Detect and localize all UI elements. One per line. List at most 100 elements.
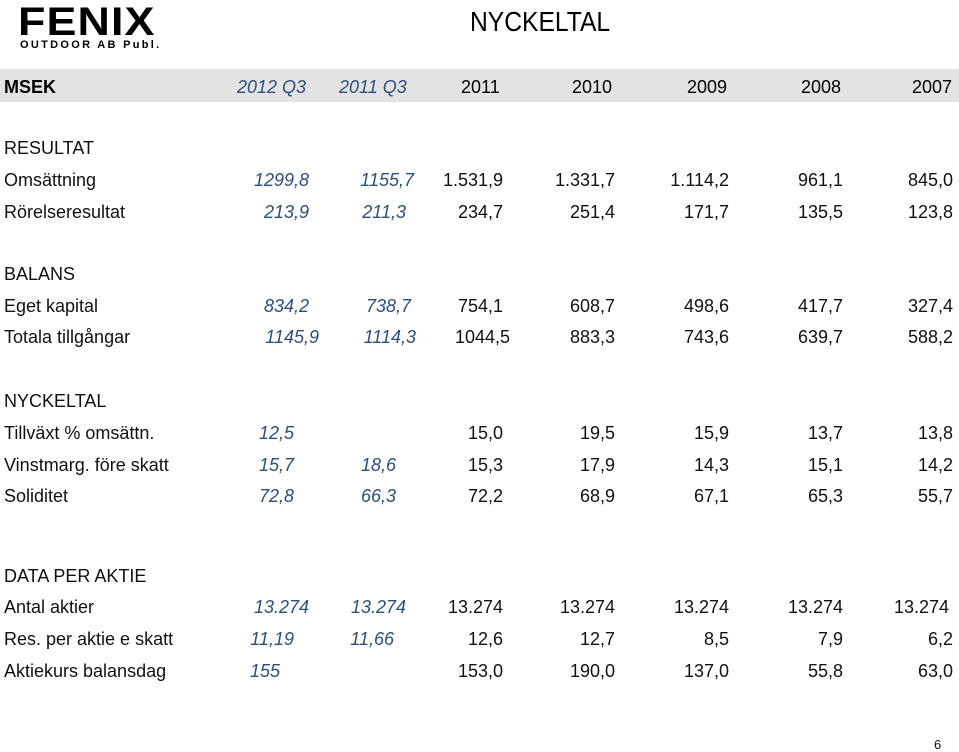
cell-2011: 72,2 [467,486,503,506]
table-row: Totala tillgångar 1145,9 1114,3 1044,5 8… [0,327,959,355]
cell-2007: 6,2 [927,629,953,649]
header-2010: 2010 [572,77,613,97]
table-header: MSEK 2012 Q3 2011 Q3 2011 2010 2009 2008… [0,69,959,102]
cell-2012-q3: 834,2 [263,296,309,316]
cell-2010: 1.331,7 [554,170,615,190]
cell-2008: 15,1 [807,455,843,475]
cell-2009: 498,6 [683,296,729,316]
table-row: Eget kapital 834,2 738,7 754,1 608,7 498… [0,296,959,324]
cell-2010: 68,9 [579,486,615,506]
row-label: Antal aktier [4,597,95,617]
header-2011: 2011 [461,77,500,97]
cell-2010: 12,7 [579,629,615,649]
page-number: 6 [934,737,942,752]
cell-2009: 14,3 [693,455,729,475]
row-label: Soliditet [4,486,69,506]
cell-2008: 639,7 [797,327,843,347]
cell-2010: 13.274 [559,597,615,617]
cell-2011: 13.274 [447,597,503,617]
table-row: Omsättning 1299,8 1155,7 1.531,9 1.331,7… [0,170,959,198]
table-row: Soliditet 72,8 66,3 72,2 68,9 67,1 65,3 … [0,486,959,514]
row-label: Aktiekurs balansdag [4,661,167,681]
cell-2009: 15,9 [693,423,729,443]
fenix-outdoor-logo: FENIX OUTDOOR AB Publ. [18,0,176,54]
cell-2007: 63,0 [917,661,953,681]
cell-2011-q3: 1114,3 [363,327,416,347]
cell-2009: 1.114,2 [670,170,729,190]
cell-2007: 327,4 [907,296,953,316]
cell-2012-q3: 72,8 [258,486,294,506]
cell-2011-q3: 1155,7 [360,170,414,190]
cell-2008: 135,5 [797,202,843,222]
cell-2011: 12,6 [467,629,503,649]
table-row: Tillväxt % omsättn. 12,5 15,0 19,5 15,9 … [0,423,959,451]
cell-2008: 13,7 [807,423,843,443]
row-label: Eget kapital [4,296,99,316]
cell-2009: 137,0 [683,661,729,681]
cell-2012-q3: 1299,8 [253,170,309,190]
cell-2010: 19,5 [579,423,615,443]
table-row: Vinstmarg. före skatt 15,7 18,6 15,3 17,… [0,455,959,483]
cell-2012-q3: 15,7 [258,455,294,475]
header-2011-q3: 2011 Q3 [339,77,407,97]
page-title: NYCKELTAL [470,6,611,37]
cell-2007: 14,2 [917,455,953,475]
header-2007: 2007 [912,77,953,97]
header-2012-q3: 2012 Q3 [237,77,307,97]
logo-subtitle: OUTDOOR AB Publ. [20,39,162,51]
cell-2008: 13.274 [787,597,843,617]
row-label: Totala tillgångar [4,327,131,347]
cell-2012-q3: 13.274 [253,597,309,617]
cell-2009: 67,1 [693,486,729,506]
cell-2011: 153,0 [457,661,503,681]
section-nyckeltal: NYCKELTAL [4,391,107,411]
cell-2011-q3: 211,3 [362,202,406,222]
cell-2010: 190,0 [569,661,615,681]
cell-2009: 171,7 [683,202,729,222]
cell-2011-q3: 66,3 [360,486,396,506]
cell-2008: 961,1 [797,170,843,190]
header-msek: MSEK [4,77,57,97]
cell-2012-q3: 1145,9 [265,327,319,347]
cell-2008: 55,8 [807,661,843,681]
cell-2009: 13.274 [673,597,729,617]
row-label: Omsättning [4,170,97,190]
cell-2007: 588,2 [907,327,953,347]
header-2008: 2008 [801,77,842,97]
cell-2011: 234,7 [457,202,503,222]
cell-2007: 55,7 [917,486,953,506]
cell-2011-q3: 738,7 [365,296,411,316]
table-row: Res. per aktie e skatt 11,19 11,66 12,6 … [0,629,959,657]
section-resultat: RESULTAT [4,138,95,158]
section-data-per-aktie: DATA PER AKTIE [4,566,147,586]
cell-2012-q3: 11,19 [250,629,294,649]
cell-2008: 7,9 [817,629,843,649]
cell-2011: 15,0 [467,423,503,443]
cell-2009: 8,5 [703,629,729,649]
cell-2011-q3: 11,66 [350,629,394,649]
row-label: Res. per aktie e skatt [4,629,174,649]
cell-2010: 608,7 [569,296,615,316]
section-balans: BALANS [4,264,76,284]
cell-2011: 1044,5 [454,327,510,347]
cell-2007: 123,8 [907,202,953,222]
cell-2007: 845,0 [907,170,953,190]
cell-2008: 65,3 [807,486,843,506]
cell-2012-q3: 12,5 [258,423,294,443]
table-row: Antal aktier 13.274 13.274 13.274 13.274… [0,597,959,625]
row-label: Vinstmarg. före skatt [4,455,169,475]
cell-2012-q3: 213,9 [263,202,309,222]
cell-2011: 754,1 [457,296,503,316]
cell-2010: 17,9 [579,455,615,475]
cell-2007: 13.274 [893,597,949,617]
table-row: Rörelseresultat 213,9 211,3 234,7 251,4 … [0,202,959,230]
cell-2008: 417,7 [797,296,843,316]
cell-2012-q3: 155 [249,661,280,681]
cell-2011: 15,3 [467,455,503,475]
cell-2007: 13,8 [917,423,953,443]
cell-2010: 251,4 [569,202,615,222]
cell-2010: 883,3 [569,327,615,347]
cell-2009: 743,6 [683,327,729,347]
table-row: Aktiekurs balansdag 155 153,0 190,0 137,… [0,661,959,689]
cell-2011: 1.531,9 [442,170,503,190]
